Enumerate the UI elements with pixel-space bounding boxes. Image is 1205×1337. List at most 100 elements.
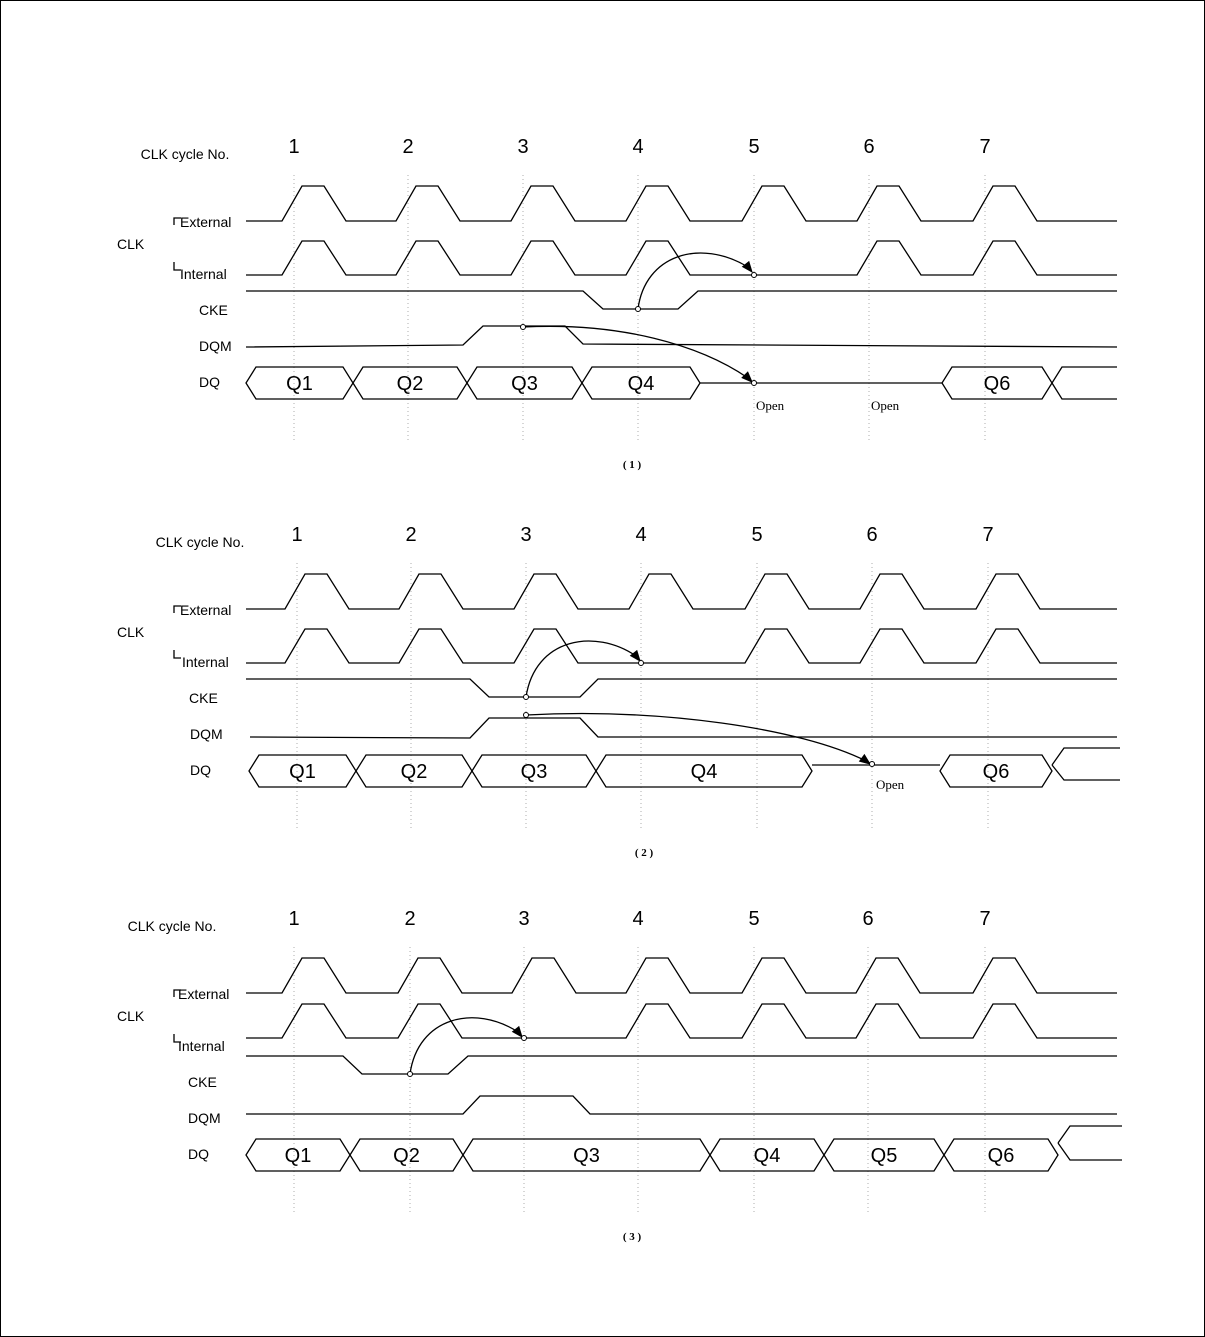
dq-line [1051, 764, 1120, 781]
cycle-number: 3 [520, 524, 531, 546]
timing-diagram-3: CLK cycle No. 1 2 3 4 5 6 7 External CLK Internal C… [117, 908, 1122, 1243]
dq-line [1051, 382, 1117, 400]
cycle-number: 3 [517, 136, 528, 158]
external-clock-wave [246, 185, 1117, 222]
external-label: External [180, 602, 231, 618]
timing-point [523, 712, 529, 718]
dq-label-row: DQ [190, 762, 211, 778]
timing-point [869, 761, 875, 767]
latency-arrow [522, 325, 749, 379]
timing-point [407, 1071, 413, 1077]
dqm-wave [249, 717, 1117, 739]
internal-label: Internal [178, 1038, 225, 1054]
timing-point [521, 1035, 527, 1041]
dq-label: Q3 [511, 373, 538, 395]
dq-label: Q1 [289, 761, 316, 783]
cke-wave [246, 1055, 1117, 1075]
internal-label: Internal [182, 654, 229, 670]
internal-label: Internal [180, 266, 227, 282]
dqm-wave [246, 1095, 1117, 1115]
cycle-number: 5 [748, 908, 759, 930]
cycle-number: 7 [979, 136, 990, 158]
bracket-bottom-icon [173, 650, 181, 659]
timing-point [751, 272, 757, 278]
clk-label: CLK [117, 236, 145, 252]
cycle-number: 1 [288, 136, 299, 158]
timing-diagram-2: CLK cycle No. 1 2 3 4 5 6 7 External CLK Internal C… [117, 524, 1120, 859]
arrowhead-icon [511, 1025, 523, 1039]
cycle-number: 2 [404, 908, 415, 930]
diagram-group: CLK cycle No. 1 2 3 4 5 6 7 External CLK Internal C… [117, 136, 1122, 1243]
timing-point [523, 694, 529, 700]
internal-clock-wave [246, 240, 1117, 276]
dqm-label: DQM [190, 726, 223, 742]
arrowhead-icon [858, 753, 872, 765]
external-clock-wave [246, 957, 1117, 994]
cycle-number: 1 [291, 524, 302, 546]
clk-label: CLK [117, 1008, 145, 1024]
timing-point [520, 324, 526, 330]
bracket-top-icon [173, 989, 181, 997]
dq-bus: Q1 Q2 Q3 Q4 Q6 [248, 754, 1053, 788]
bracket-top-icon [173, 217, 181, 225]
dq-label: Q1 [285, 1145, 312, 1167]
timing-point [751, 380, 757, 386]
arrowhead-icon [741, 371, 753, 383]
cke-wave [246, 678, 1117, 698]
dq-data-eye [595, 754, 813, 788]
dq-label: Q2 [397, 373, 424, 395]
bracket-bottom-icon [173, 262, 181, 271]
latency-arrow [409, 1017, 519, 1075]
diagram-caption: ( 2 ) [635, 847, 654, 859]
timing-point [635, 306, 641, 312]
cycle-number: 4 [632, 136, 643, 158]
clk-label: CLK [117, 624, 145, 640]
arrowhead-icon [629, 649, 641, 663]
open-note: Open [756, 398, 785, 413]
dq-label: Q3 [521, 761, 548, 783]
arrowhead-icon [741, 260, 753, 274]
dq-label: Q2 [393, 1145, 420, 1167]
internal-clock-wave [246, 1003, 1117, 1039]
latency-arrow [525, 712, 867, 762]
bracket-top-icon [173, 605, 181, 613]
cycle-number: 2 [405, 524, 416, 546]
diagram-caption: ( 3 ) [623, 1231, 642, 1243]
timing-diagram-1: CLK cycle No. 1 2 3 4 5 6 7 External CLK Internal C… [117, 136, 1118, 471]
dq-data-eye [943, 1138, 1059, 1172]
dq-label: Q1 [286, 373, 313, 395]
dq-bus: Q1 Q2 Q3 Q4 Q6 [245, 366, 1053, 400]
cycle-number: 4 [635, 524, 646, 546]
dq-data-eye [939, 754, 1053, 788]
dqm-label: DQM [199, 338, 232, 354]
cycle-number: 6 [866, 524, 877, 546]
dq-line [1051, 366, 1117, 384]
cycle-number: 3 [518, 908, 529, 930]
external-clock-wave [246, 573, 1117, 610]
dq-label: Q2 [401, 761, 428, 783]
bracket-bottom-icon [173, 1034, 181, 1043]
cycle-number-label: CLK cycle No. [156, 534, 245, 550]
dq-label: Q4 [691, 761, 718, 783]
external-label: External [178, 986, 229, 1002]
dq-bus: Q1 Q2 Q3 Q4 Q5 Q6 [245, 1138, 1059, 1172]
dq-label: Q5 [871, 1145, 898, 1167]
cycle-number: 1 [288, 908, 299, 930]
dq-label: Q6 [988, 1145, 1015, 1167]
dq-line [1051, 747, 1120, 766]
cke-label: CKE [189, 690, 218, 706]
latency-arrow [525, 640, 637, 698]
diagram-caption: ( 1 ) [623, 459, 642, 471]
dq-label: Q4 [754, 1145, 781, 1167]
dqm-label: DQM [188, 1110, 221, 1126]
cycle-number-label: CLK cycle No. [128, 918, 217, 934]
timing-point [638, 660, 644, 666]
dq-line [1057, 1125, 1122, 1144]
cycle-number: 2 [402, 136, 413, 158]
cycle-number: 5 [751, 524, 762, 546]
dq-label-row: DQ [199, 374, 220, 390]
cycle-number-label: CLK cycle No. [141, 146, 230, 162]
cke-label: CKE [199, 302, 228, 318]
open-note: Open [876, 777, 905, 792]
